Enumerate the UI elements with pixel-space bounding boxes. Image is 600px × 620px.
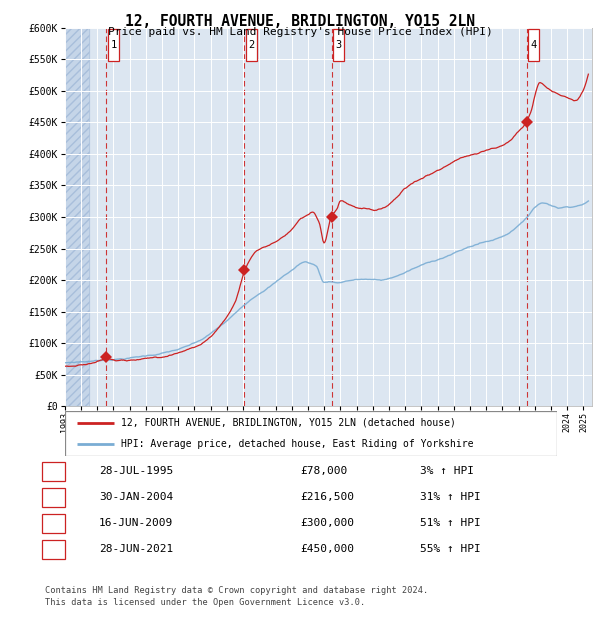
Text: 1: 1 bbox=[50, 466, 57, 476]
Text: 28-JUL-1995: 28-JUL-1995 bbox=[99, 466, 173, 476]
Bar bbox=[246, 29, 257, 61]
Text: 51% ↑ HPI: 51% ↑ HPI bbox=[420, 518, 481, 528]
Text: 1: 1 bbox=[110, 40, 116, 50]
Bar bbox=[108, 29, 119, 61]
Text: 2: 2 bbox=[50, 492, 57, 502]
Text: 16-JUN-2009: 16-JUN-2009 bbox=[99, 518, 173, 528]
Text: 55% ↑ HPI: 55% ↑ HPI bbox=[420, 544, 481, 554]
Text: £300,000: £300,000 bbox=[300, 518, 354, 528]
Text: 12, FOURTH AVENUE, BRIDLINGTON, YO15 2LN: 12, FOURTH AVENUE, BRIDLINGTON, YO15 2LN bbox=[125, 14, 475, 29]
Text: 2: 2 bbox=[248, 40, 254, 50]
Text: This data is licensed under the Open Government Licence v3.0.: This data is licensed under the Open Gov… bbox=[45, 598, 365, 607]
Text: HPI: Average price, detached house, East Riding of Yorkshire: HPI: Average price, detached house, East… bbox=[121, 439, 474, 449]
Text: Contains HM Land Registry data © Crown copyright and database right 2024.: Contains HM Land Registry data © Crown c… bbox=[45, 586, 428, 595]
Text: 3: 3 bbox=[50, 518, 57, 528]
Text: £450,000: £450,000 bbox=[300, 544, 354, 554]
Text: £216,500: £216,500 bbox=[300, 492, 354, 502]
Bar bbox=[528, 29, 539, 61]
FancyBboxPatch shape bbox=[65, 411, 557, 456]
Text: 28-JUN-2021: 28-JUN-2021 bbox=[99, 544, 173, 554]
Text: Price paid vs. HM Land Registry's House Price Index (HPI): Price paid vs. HM Land Registry's House … bbox=[107, 27, 493, 37]
Text: 3: 3 bbox=[335, 40, 341, 50]
Text: 4: 4 bbox=[530, 40, 536, 50]
Text: 30-JAN-2004: 30-JAN-2004 bbox=[99, 492, 173, 502]
Text: 12, FOURTH AVENUE, BRIDLINGTON, YO15 2LN (detached house): 12, FOURTH AVENUE, BRIDLINGTON, YO15 2LN… bbox=[121, 418, 456, 428]
Bar bbox=[333, 29, 344, 61]
Text: £78,000: £78,000 bbox=[300, 466, 347, 476]
Text: 4: 4 bbox=[50, 544, 57, 554]
Text: 3% ↑ HPI: 3% ↑ HPI bbox=[420, 466, 474, 476]
Text: 31% ↑ HPI: 31% ↑ HPI bbox=[420, 492, 481, 502]
